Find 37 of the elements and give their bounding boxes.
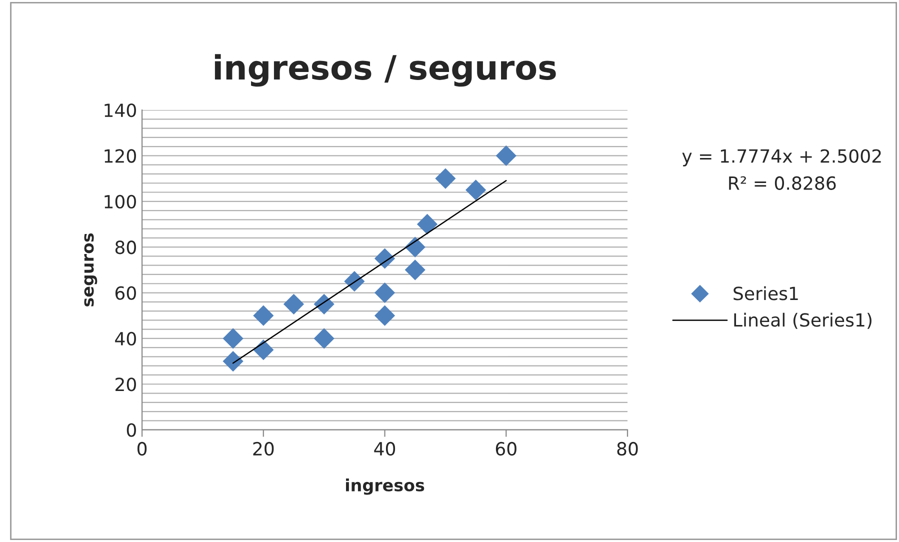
point <box>496 145 516 166</box>
y-tick-label: 60 <box>115 286 136 300</box>
x-tick-label: 20 <box>253 442 274 456</box>
point <box>374 282 396 304</box>
y-tick-label: 140 <box>104 103 136 118</box>
point <box>344 271 365 292</box>
point <box>404 236 426 258</box>
point <box>374 305 396 326</box>
y-tick-label: 20 <box>116 378 136 392</box>
y-tick-label: 100 <box>104 194 136 209</box>
text: y = 1.7774x + 2.5002 <box>682 149 881 166</box>
point <box>253 305 274 326</box>
point <box>222 350 244 372</box>
point <box>374 248 396 269</box>
text: R² = 0.8286 <box>729 176 836 190</box>
chart-title: ingresos / seguros <box>214 54 556 87</box>
legend-label: Series1 <box>734 286 798 300</box>
y-tick-label: 80 <box>115 240 136 254</box>
y-tick-label: 120 <box>104 149 136 163</box>
y-tick-label: 40 <box>115 332 136 346</box>
point <box>314 294 334 314</box>
x-tick-label: 0 <box>137 442 147 456</box>
point <box>253 340 274 360</box>
y-tick-label: 0 <box>126 423 136 437</box>
x-tick-label: 80 <box>617 442 638 456</box>
y-axis-title: seguros <box>84 233 98 306</box>
x-axis-title: ingresos <box>346 478 424 495</box>
x-tick-label: 60 <box>496 442 516 456</box>
point <box>314 328 334 349</box>
point <box>404 260 426 280</box>
legend-label: Lineal (Series1) <box>734 312 872 329</box>
point <box>416 214 438 235</box>
x-tick-label: 40 <box>374 442 396 456</box>
point <box>465 180 486 200</box>
point <box>283 294 304 314</box>
point <box>435 168 456 189</box>
point <box>222 328 244 349</box>
